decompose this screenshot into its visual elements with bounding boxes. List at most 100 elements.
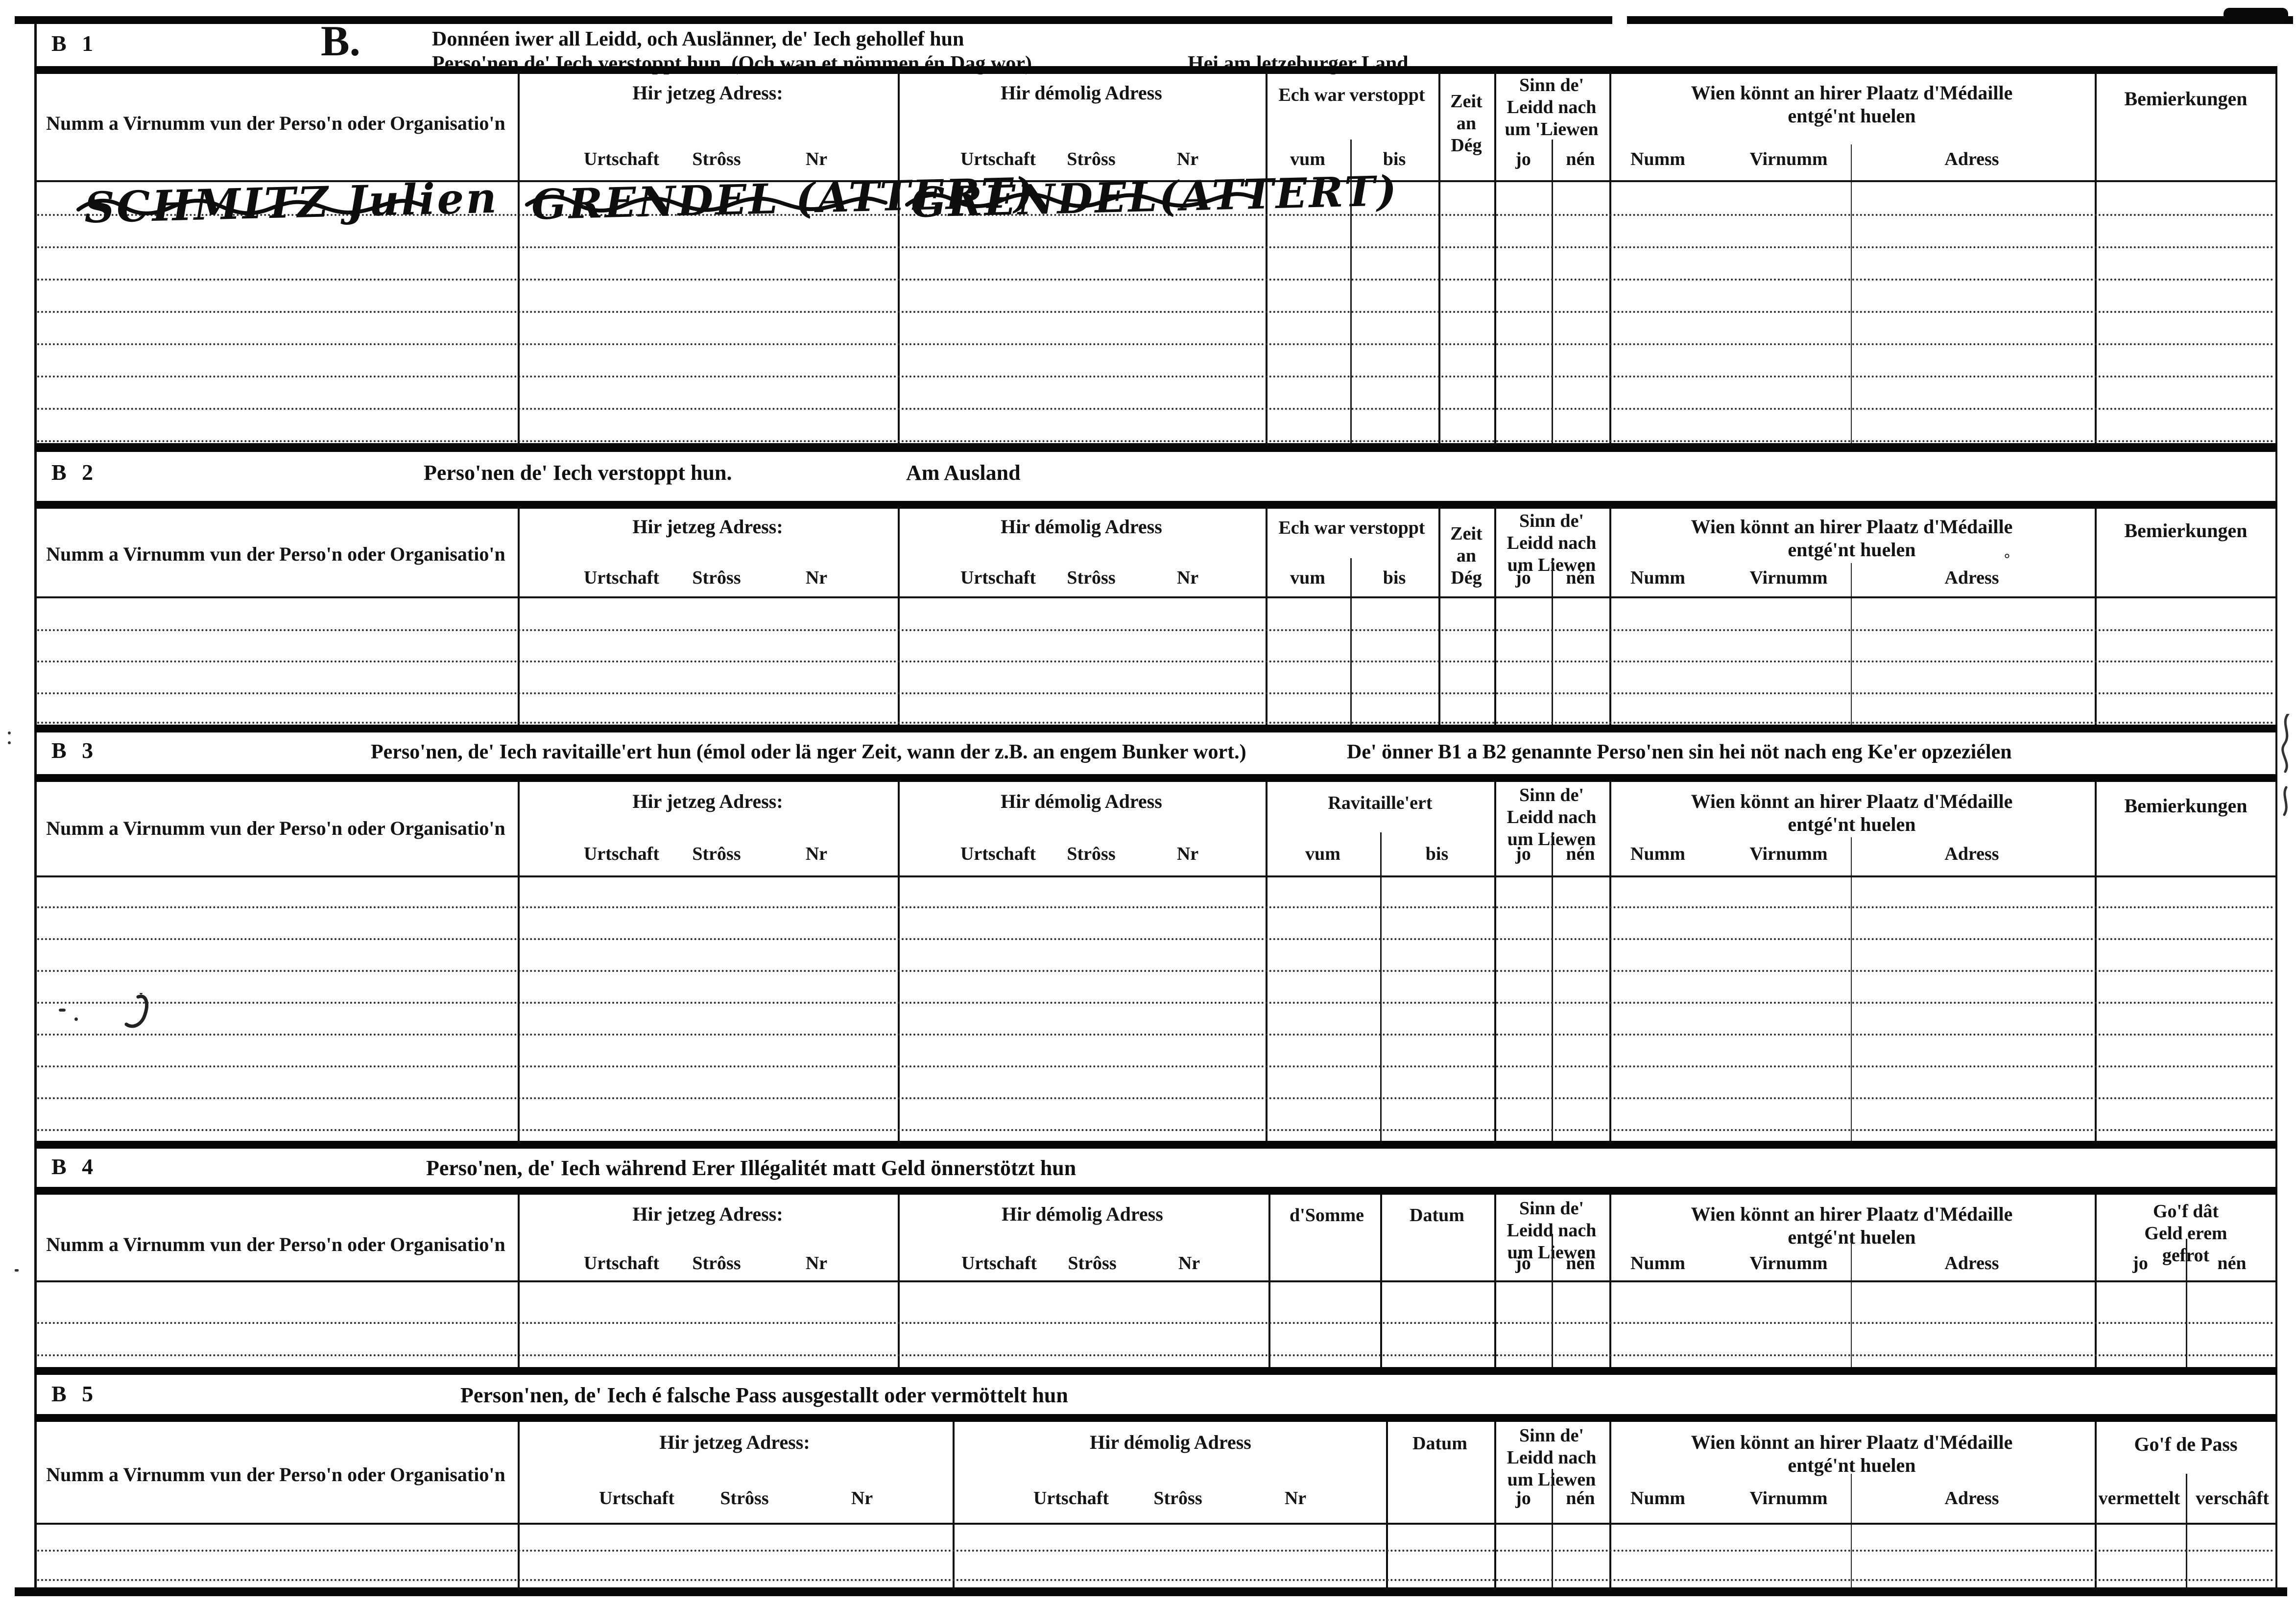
row-dotted-line xyxy=(37,1322,2275,1324)
b3-bemierkungen-label: Bemierkungen xyxy=(2124,795,2248,817)
b4-adress-label: Adress xyxy=(1944,1253,1999,1274)
sub-column-divider xyxy=(1851,144,1852,443)
b1-vum-label: vum xyxy=(1290,149,1325,169)
b5-jo-label: jo xyxy=(1515,1488,1531,1509)
row-dotted-line xyxy=(37,1097,2275,1099)
row-dotted-line xyxy=(37,1034,2275,1036)
row-dotted-line xyxy=(37,440,2275,442)
column-divider xyxy=(1266,509,1268,725)
section-letter-b: B. xyxy=(321,18,360,65)
top-border-bar xyxy=(15,16,1612,24)
column-divider xyxy=(2095,74,2097,443)
row-dotted-line xyxy=(37,629,2275,631)
b3-heading-suffix: De' önner B1 a B2 genannte Perso'nen sin… xyxy=(1347,741,2012,763)
b4-gof-jo-label: jo xyxy=(2132,1253,2148,1274)
column-divider xyxy=(518,1422,520,1587)
section-bar xyxy=(34,1414,2277,1422)
b3-numm-label: Numm xyxy=(1630,844,1685,864)
header-bottom-rule xyxy=(34,1280,2277,1282)
sub-column-divider xyxy=(1552,1469,1553,1587)
b5-sinn-liewen-label: Sinn de' Leidd nach um Liewen xyxy=(1507,1425,1597,1490)
b4-virnumm-label: Virnumm xyxy=(1749,1253,1828,1274)
strikethrough-mark xyxy=(525,194,888,212)
b3-col-current-address-label: Hir jetzeg Adress: xyxy=(632,790,783,812)
sub-column-divider xyxy=(1552,832,1553,1141)
b4-col-person-label: Numm a Virnumm vun der Perso'n oder Orga… xyxy=(46,1233,505,1255)
row-dotted-line xyxy=(37,722,2275,724)
column-divider xyxy=(1266,74,1268,443)
sub-column-divider xyxy=(1851,1239,1852,1367)
column-divider xyxy=(1494,1422,1496,1587)
row-dotted-line xyxy=(37,343,2275,345)
b4-dsomme-label: d'Somme xyxy=(1290,1205,1364,1226)
b2-vum-label: vum xyxy=(1290,567,1325,588)
row-dotted-line xyxy=(37,906,2275,908)
section-bar xyxy=(34,725,2277,732)
b1-stross-label: Strôss xyxy=(1067,149,1116,169)
b1-numm-label: Numm xyxy=(1630,149,1685,169)
b4-numm-label: Numm xyxy=(1630,1253,1685,1274)
b2-verstoppt-label: Ech war verstoppt xyxy=(1278,518,1425,538)
b1-nr-label: Nr xyxy=(805,149,828,169)
column-divider xyxy=(1438,74,1440,443)
row-dotted-line xyxy=(37,1065,2275,1067)
strikethrough-mark xyxy=(76,198,423,215)
b3-virnumm-label: Virnumm xyxy=(1749,844,1828,864)
ink-speck-artifact xyxy=(74,1017,78,1021)
column-divider xyxy=(1609,782,1611,1141)
top-border-bar xyxy=(1627,16,2293,24)
b3-jo-label: jo xyxy=(1515,844,1531,864)
sub-column-divider xyxy=(1552,558,1553,725)
b4-jo-label: jo xyxy=(1515,1253,1531,1274)
b2-adress-label: Adress xyxy=(1944,567,1999,588)
ink-speck-artifact xyxy=(8,741,11,744)
b1-sinn-liewen-label: Sinn de' Leidd nach um 'Liewen xyxy=(1505,75,1599,140)
ink-speck-artifact xyxy=(59,1009,66,1012)
column-divider xyxy=(1438,509,1440,725)
row-dotted-line xyxy=(37,376,2275,378)
column-divider xyxy=(1266,782,1268,1141)
b1-bis-label: bis xyxy=(1383,149,1406,169)
column-divider xyxy=(1494,509,1496,725)
b5-nen-label: nén xyxy=(1566,1488,1595,1509)
row-dotted-line xyxy=(37,1002,2275,1004)
b5-gof-pass-label: Go'f de Pass xyxy=(2134,1433,2238,1455)
b3-col-former-address-label: Hir démolig Adress xyxy=(1001,790,1162,812)
b1-nen-label: nén xyxy=(1566,149,1595,169)
b3-stross-label: Strôss xyxy=(692,844,741,864)
b2-numm-label: Numm xyxy=(1630,567,1685,588)
b2-nen-label: nén xyxy=(1566,567,1595,588)
b3-nr-label: Nr xyxy=(1176,844,1199,864)
b5-numm-label: Numm xyxy=(1630,1488,1685,1509)
b5-stross-label: Strôss xyxy=(720,1488,769,1509)
b1-bemierkungen-label: Bemierkungen xyxy=(2124,88,2248,110)
section-id-b1: B 1 xyxy=(51,31,98,56)
row-dotted-line xyxy=(37,1129,2275,1131)
b1-verstoppt-label: Ech war verstoppt xyxy=(1278,85,1425,105)
b4-urtschaft-label: Urtschaft xyxy=(961,1253,1037,1274)
b5-col-former-address-label: Hir démolig Adress xyxy=(1090,1431,1251,1453)
b4-datum-label: Datum xyxy=(1410,1205,1464,1226)
b1-urtschaft-label: Urtschaft xyxy=(583,149,660,169)
b2-col-person-label: Numm a Virnumm vun der Perso'n oder Orga… xyxy=(46,543,505,565)
column-divider xyxy=(2095,782,2097,1141)
b5-nr-label: Nr xyxy=(851,1488,873,1509)
header-bottom-rule xyxy=(34,180,2277,182)
b3-bis-label: bis xyxy=(1425,844,1449,864)
b5-col-person-label: Numm a Virnumm vun der Perso'n oder Orga… xyxy=(46,1463,505,1486)
column-divider xyxy=(1609,509,1611,725)
page-edge-artifact xyxy=(2281,714,2290,816)
row-dotted-line xyxy=(37,1550,2275,1552)
b4-gof-nen-label: nén xyxy=(2217,1253,2247,1274)
section-id-b4: B 4 xyxy=(51,1154,98,1179)
b1-col-current-address-label: Hir jetzeg Adress: xyxy=(632,82,783,104)
row-dotted-line xyxy=(37,214,2275,216)
b1-stross-label: Strôss xyxy=(692,149,741,169)
sub-column-divider xyxy=(2186,1239,2187,1367)
b4-nen-label: nén xyxy=(1566,1253,1595,1274)
sub-column-divider xyxy=(1552,1234,1553,1367)
bottom-border-bar xyxy=(15,1587,2287,1596)
b2-jo-label: jo xyxy=(1515,567,1531,588)
b1-urtschaft-label: Urtschaft xyxy=(960,149,1036,169)
